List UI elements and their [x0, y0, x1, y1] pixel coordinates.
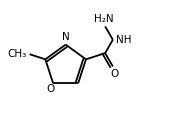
Text: O: O	[110, 69, 118, 79]
Text: H₂N: H₂N	[94, 14, 114, 24]
Text: N: N	[62, 32, 70, 42]
Text: O: O	[46, 84, 54, 94]
Text: NH: NH	[116, 35, 131, 45]
Text: CH₃: CH₃	[7, 49, 27, 59]
